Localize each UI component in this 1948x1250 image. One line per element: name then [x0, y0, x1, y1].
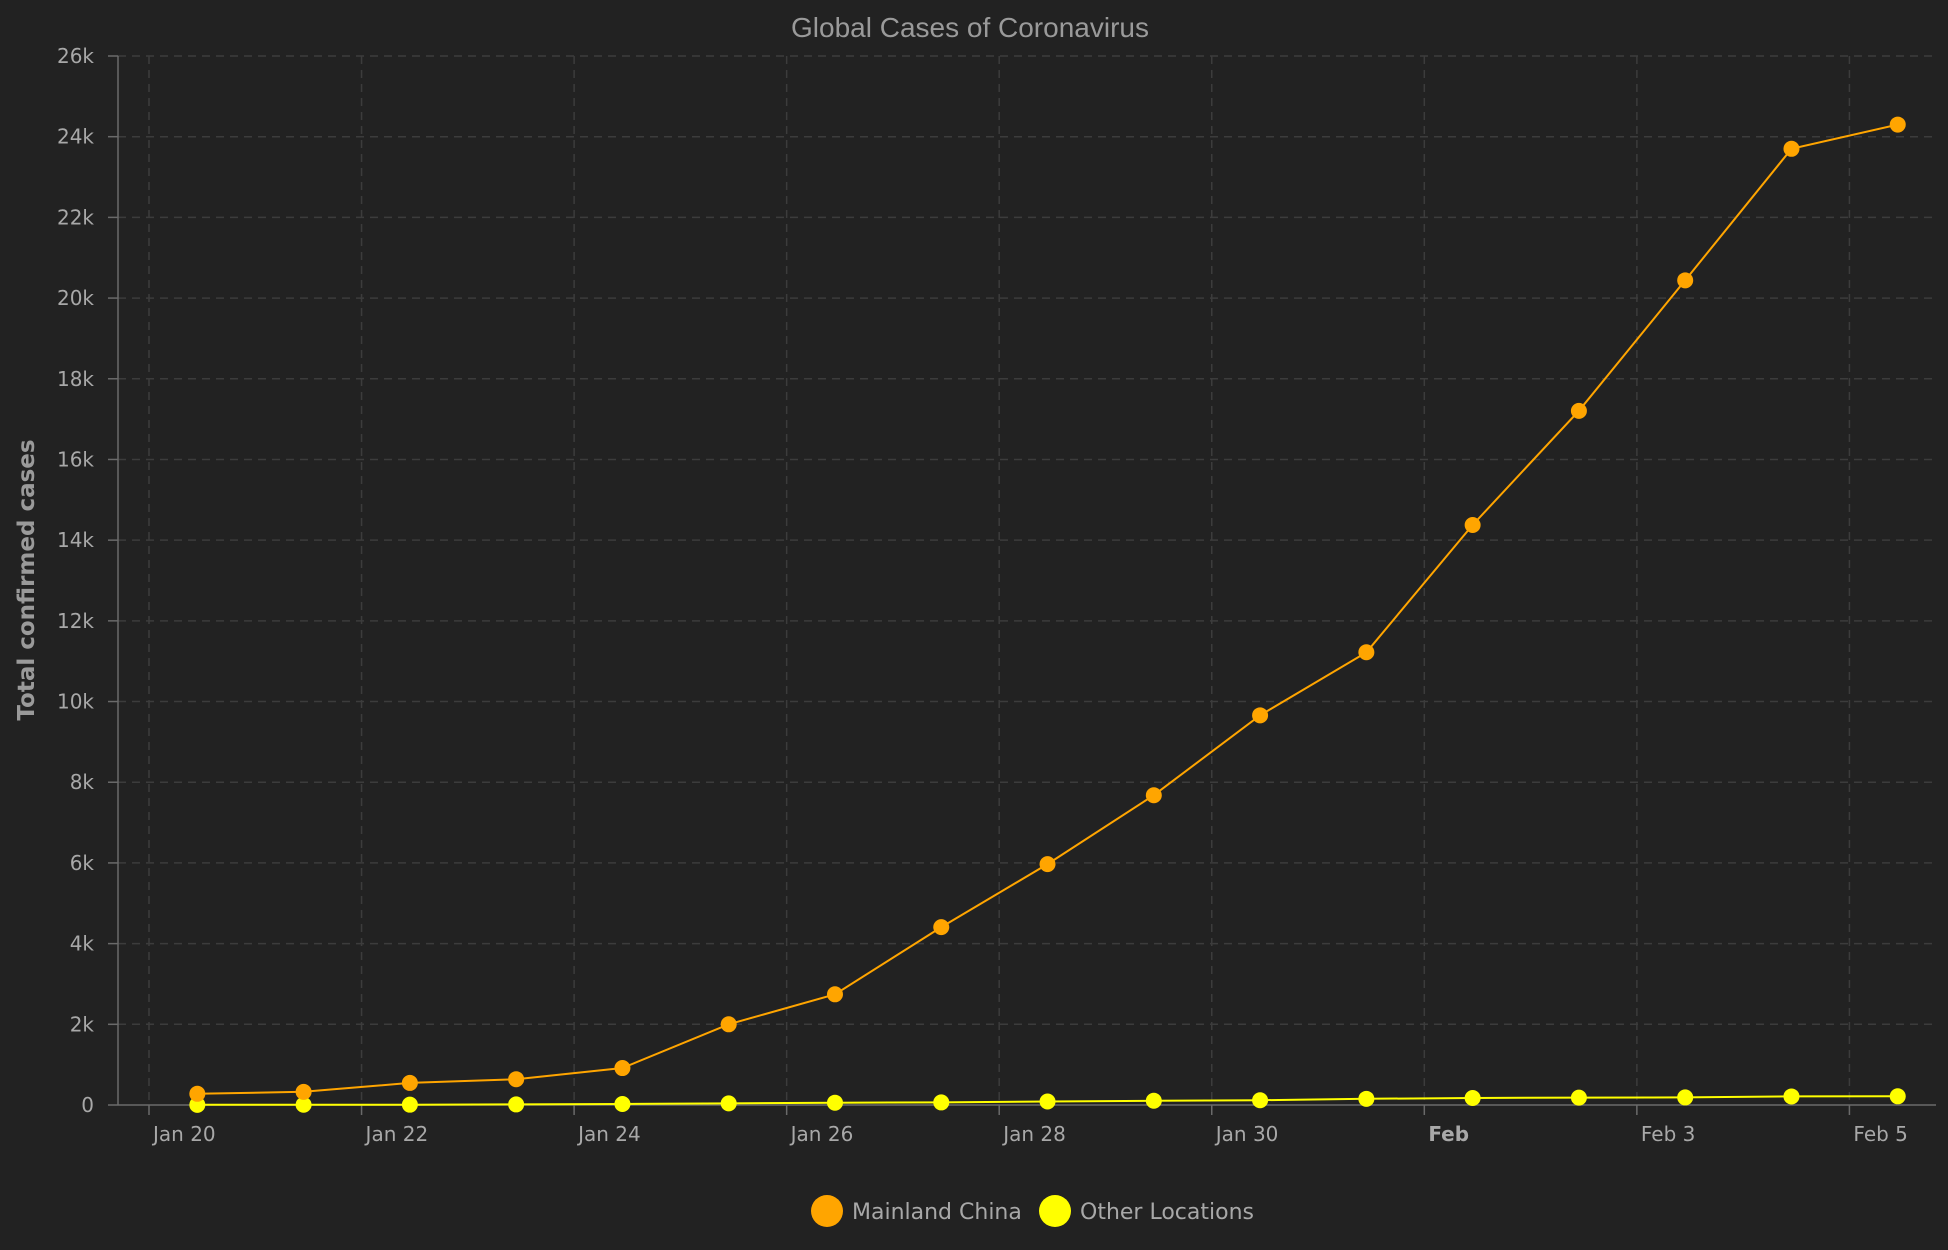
y-axis-title: Total confirmed cases [14, 439, 40, 720]
y-tick-label: 12k [57, 609, 94, 633]
data-point-other-locations[interactable] [1570, 1089, 1587, 1106]
data-point-other-locations[interactable] [1039, 1093, 1056, 1110]
legend-marker [811, 1195, 843, 1227]
x-tick-label: Feb 5 [1853, 1122, 1908, 1146]
x-tick-label: Jan 28 [1001, 1122, 1066, 1146]
y-tick-label: 10k [57, 690, 94, 714]
x-tick-label: Jan 22 [364, 1122, 429, 1146]
y-tick-label: 22k [57, 205, 94, 229]
data-point-mainland-china[interactable] [826, 986, 843, 1003]
axes: 0 2k 4k 6k 8k 10k 12k 14k 16k 18k 20k 22k 24k 26k Jan … [57, 44, 1936, 1146]
x-tick-label: Feb [1428, 1122, 1469, 1146]
data-point-mainland-china[interactable] [1252, 707, 1269, 724]
data-point-other-locations[interactable] [826, 1094, 843, 1111]
data-point-other-locations[interactable] [1889, 1088, 1906, 1105]
data-point-mainland-china[interactable] [1039, 856, 1056, 873]
series-line-mainland-china [197, 123, 1898, 1095]
y-tick-label: 24k [57, 125, 94, 149]
x-tick-label: Feb 3 [1641, 1122, 1696, 1146]
data-point-mainland-china[interactable] [1464, 517, 1481, 534]
data-point-other-locations[interactable] [1252, 1092, 1269, 1109]
y-tick-label: 0 [81, 1093, 94, 1117]
data-point-other-locations[interactable] [295, 1096, 312, 1113]
data-point-mainland-china[interactable] [508, 1071, 525, 1088]
y-tick-label: 26k [57, 44, 94, 68]
chart-title: Global Cases of Coronavirus [791, 12, 1149, 43]
legend-marker [1039, 1195, 1071, 1227]
y-tick-label: 20k [57, 286, 94, 310]
data-point-other-locations[interactable] [933, 1094, 950, 1111]
y-tick-label: 14k [57, 528, 94, 552]
data-point-mainland-china[interactable] [933, 919, 950, 936]
data-point-other-locations[interactable] [720, 1095, 737, 1112]
data-point-other-locations[interactable] [614, 1095, 631, 1112]
data-point-mainland-china[interactable] [295, 1083, 312, 1100]
series-other-locations [189, 1088, 1906, 1113]
data-point-other-locations[interactable] [401, 1096, 418, 1113]
x-tick-label: Jan 26 [789, 1122, 854, 1146]
data-point-mainland-china[interactable] [1358, 644, 1375, 661]
legend-item-mainland-china[interactable]: Mainland China [811, 1195, 1022, 1227]
data-point-mainland-china[interactable] [1145, 787, 1162, 804]
grid [118, 55, 1936, 1105]
data-point-mainland-china[interactable] [614, 1060, 631, 1077]
x-tick-label: Jan 24 [576, 1122, 641, 1146]
data-point-mainland-china[interactable] [1677, 272, 1694, 289]
data-point-mainland-china[interactable] [189, 1085, 206, 1102]
series [189, 116, 1906, 1113]
y-tick-label: 2k [70, 1012, 95, 1036]
legend-label: Other Locations [1080, 1200, 1254, 1225]
x-tick-label: Jan 20 [151, 1122, 216, 1146]
data-point-other-locations[interactable] [1145, 1092, 1162, 1109]
x-tick-label: Jan 30 [1214, 1122, 1279, 1146]
legend-label: Mainland China [852, 1200, 1022, 1225]
legend-item-other-locations[interactable]: Other Locations [1039, 1195, 1254, 1227]
data-point-other-locations[interactable] [508, 1096, 525, 1113]
y-tick-label: 16k [57, 447, 94, 471]
data-point-other-locations[interactable] [1358, 1090, 1375, 1107]
data-point-mainland-china[interactable] [1570, 402, 1587, 419]
data-point-other-locations[interactable] [1464, 1090, 1481, 1107]
data-point-other-locations[interactable] [1783, 1088, 1800, 1105]
data-point-mainland-china[interactable] [1889, 116, 1906, 133]
y-tick-label: 18k [57, 367, 94, 391]
series-mainland-china [189, 116, 1906, 1102]
y-tick-label: 8k [70, 770, 95, 794]
data-point-other-locations[interactable] [189, 1096, 206, 1113]
data-point-other-locations[interactable] [1677, 1089, 1694, 1106]
data-point-mainland-china[interactable] [720, 1016, 737, 1033]
y-tick-label: 4k [70, 932, 95, 956]
y-tick-label: 6k [70, 851, 95, 875]
data-point-mainland-china[interactable] [401, 1074, 418, 1091]
data-point-mainland-china[interactable] [1783, 140, 1800, 157]
legend[interactable]: Mainland China Other Locations [811, 1195, 1254, 1227]
